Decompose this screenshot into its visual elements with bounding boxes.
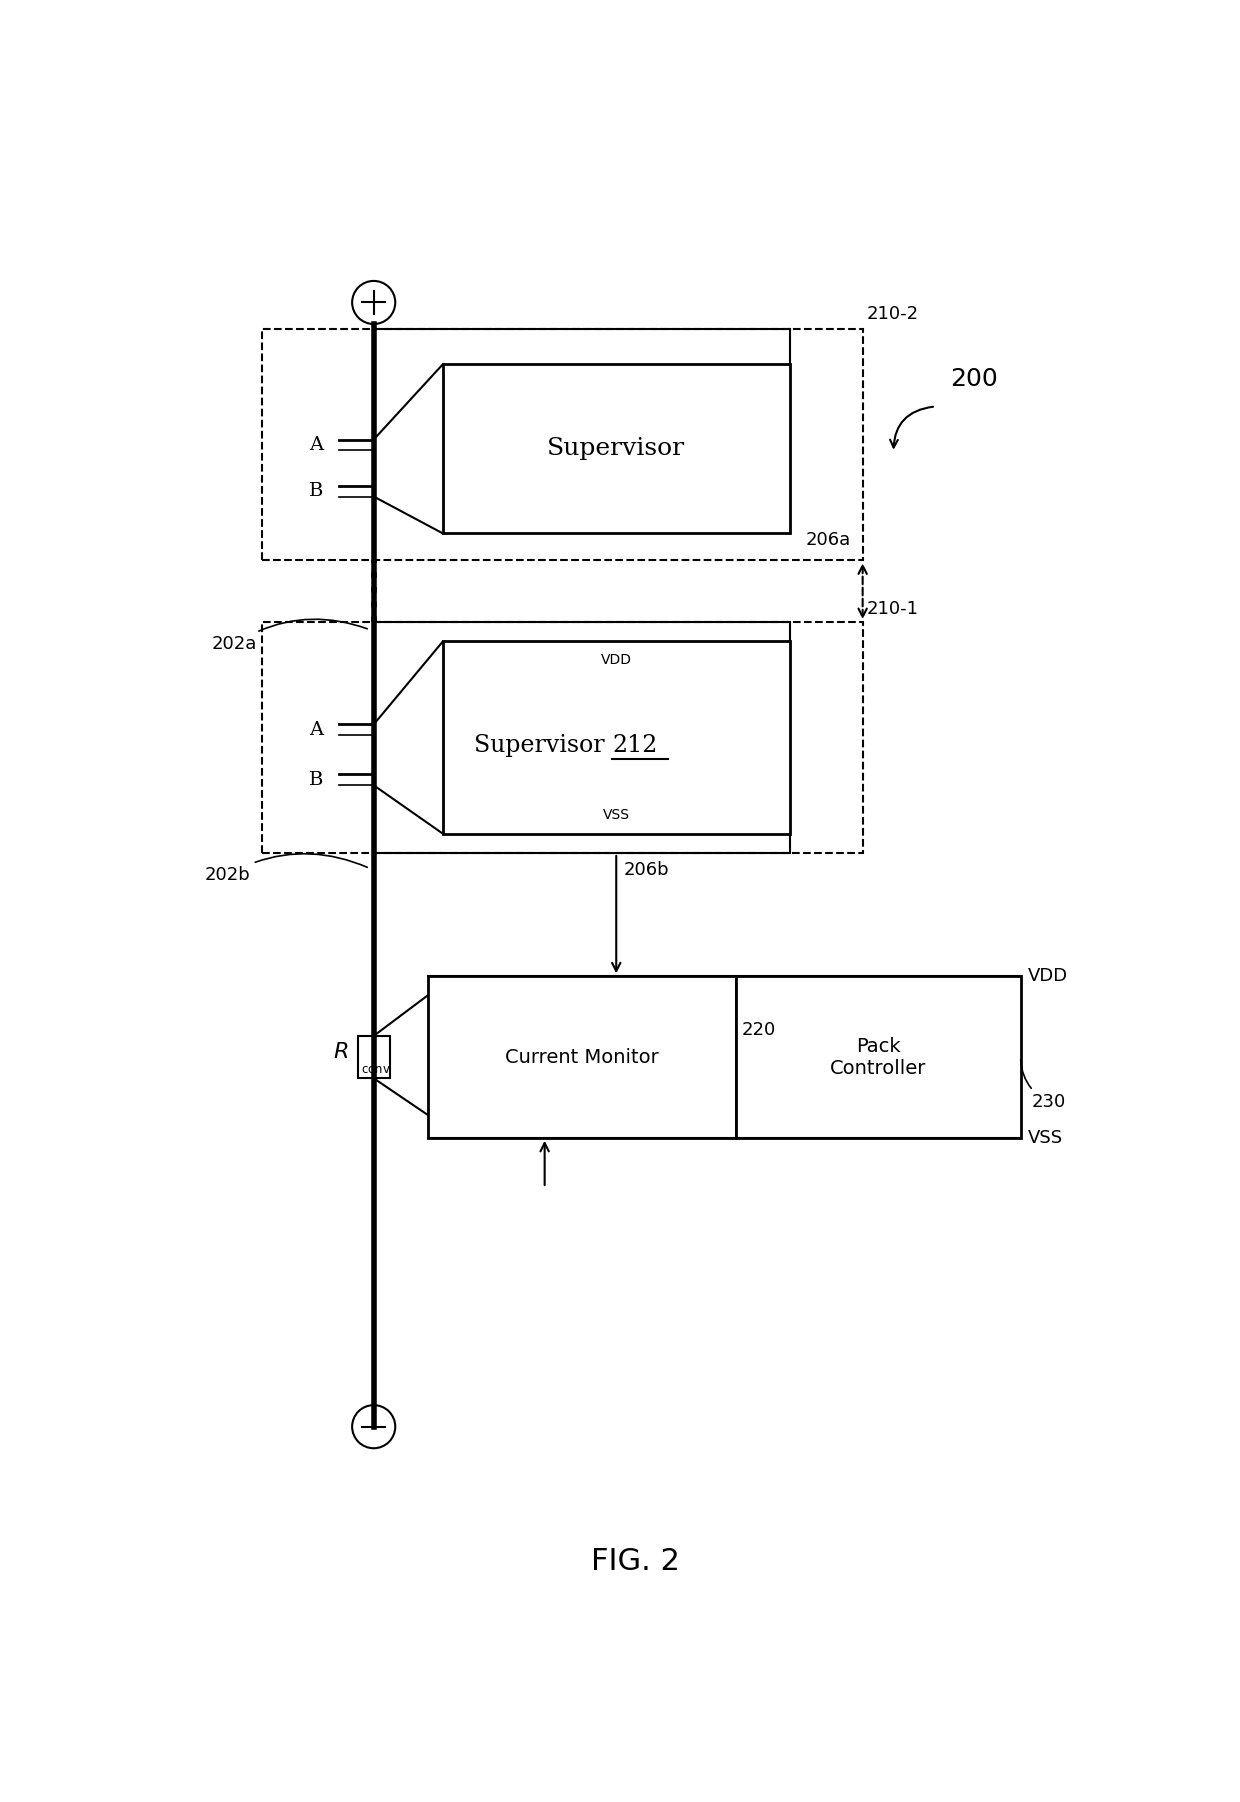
Text: $_{\mathrm{conv}}$: $_{\mathrm{conv}}$: [361, 1058, 391, 1074]
Text: 206b: 206b: [624, 861, 670, 879]
Bar: [262, 330, 863, 560]
Bar: [357, 1036, 389, 1078]
FancyArrowPatch shape: [890, 407, 932, 447]
Text: B: B: [309, 483, 324, 501]
Bar: [735, 977, 1021, 1137]
Bar: [443, 364, 790, 533]
Text: A: A: [309, 436, 322, 454]
Text: VDD: VDD: [600, 652, 631, 667]
Text: VSS: VSS: [603, 809, 630, 822]
Text: VDD: VDD: [1028, 968, 1069, 986]
Text: A: A: [309, 721, 322, 739]
Text: $R$: $R$: [332, 1042, 348, 1063]
Text: 206a: 206a: [806, 532, 851, 550]
Bar: [262, 622, 863, 852]
Text: 210-2: 210-2: [867, 305, 919, 323]
Text: 220: 220: [742, 1022, 776, 1040]
Text: 202b: 202b: [205, 854, 367, 885]
Bar: [443, 642, 790, 834]
Text: 210-1: 210-1: [867, 600, 919, 618]
Text: 230: 230: [1021, 1060, 1066, 1112]
Text: Current Monitor: Current Monitor: [505, 1047, 658, 1067]
Text: 200: 200: [950, 368, 998, 391]
Bar: [428, 977, 735, 1137]
Text: 202a: 202a: [212, 620, 367, 652]
Text: VSS: VSS: [1028, 1128, 1064, 1146]
Text: B: B: [309, 771, 324, 789]
Text: 212: 212: [613, 733, 657, 757]
Text: FIG. 2: FIG. 2: [591, 1546, 680, 1577]
Text: Pack
Controller: Pack Controller: [830, 1036, 926, 1078]
Text: Supervisor: Supervisor: [547, 438, 686, 460]
Text: Supervisor: Supervisor: [474, 733, 613, 757]
